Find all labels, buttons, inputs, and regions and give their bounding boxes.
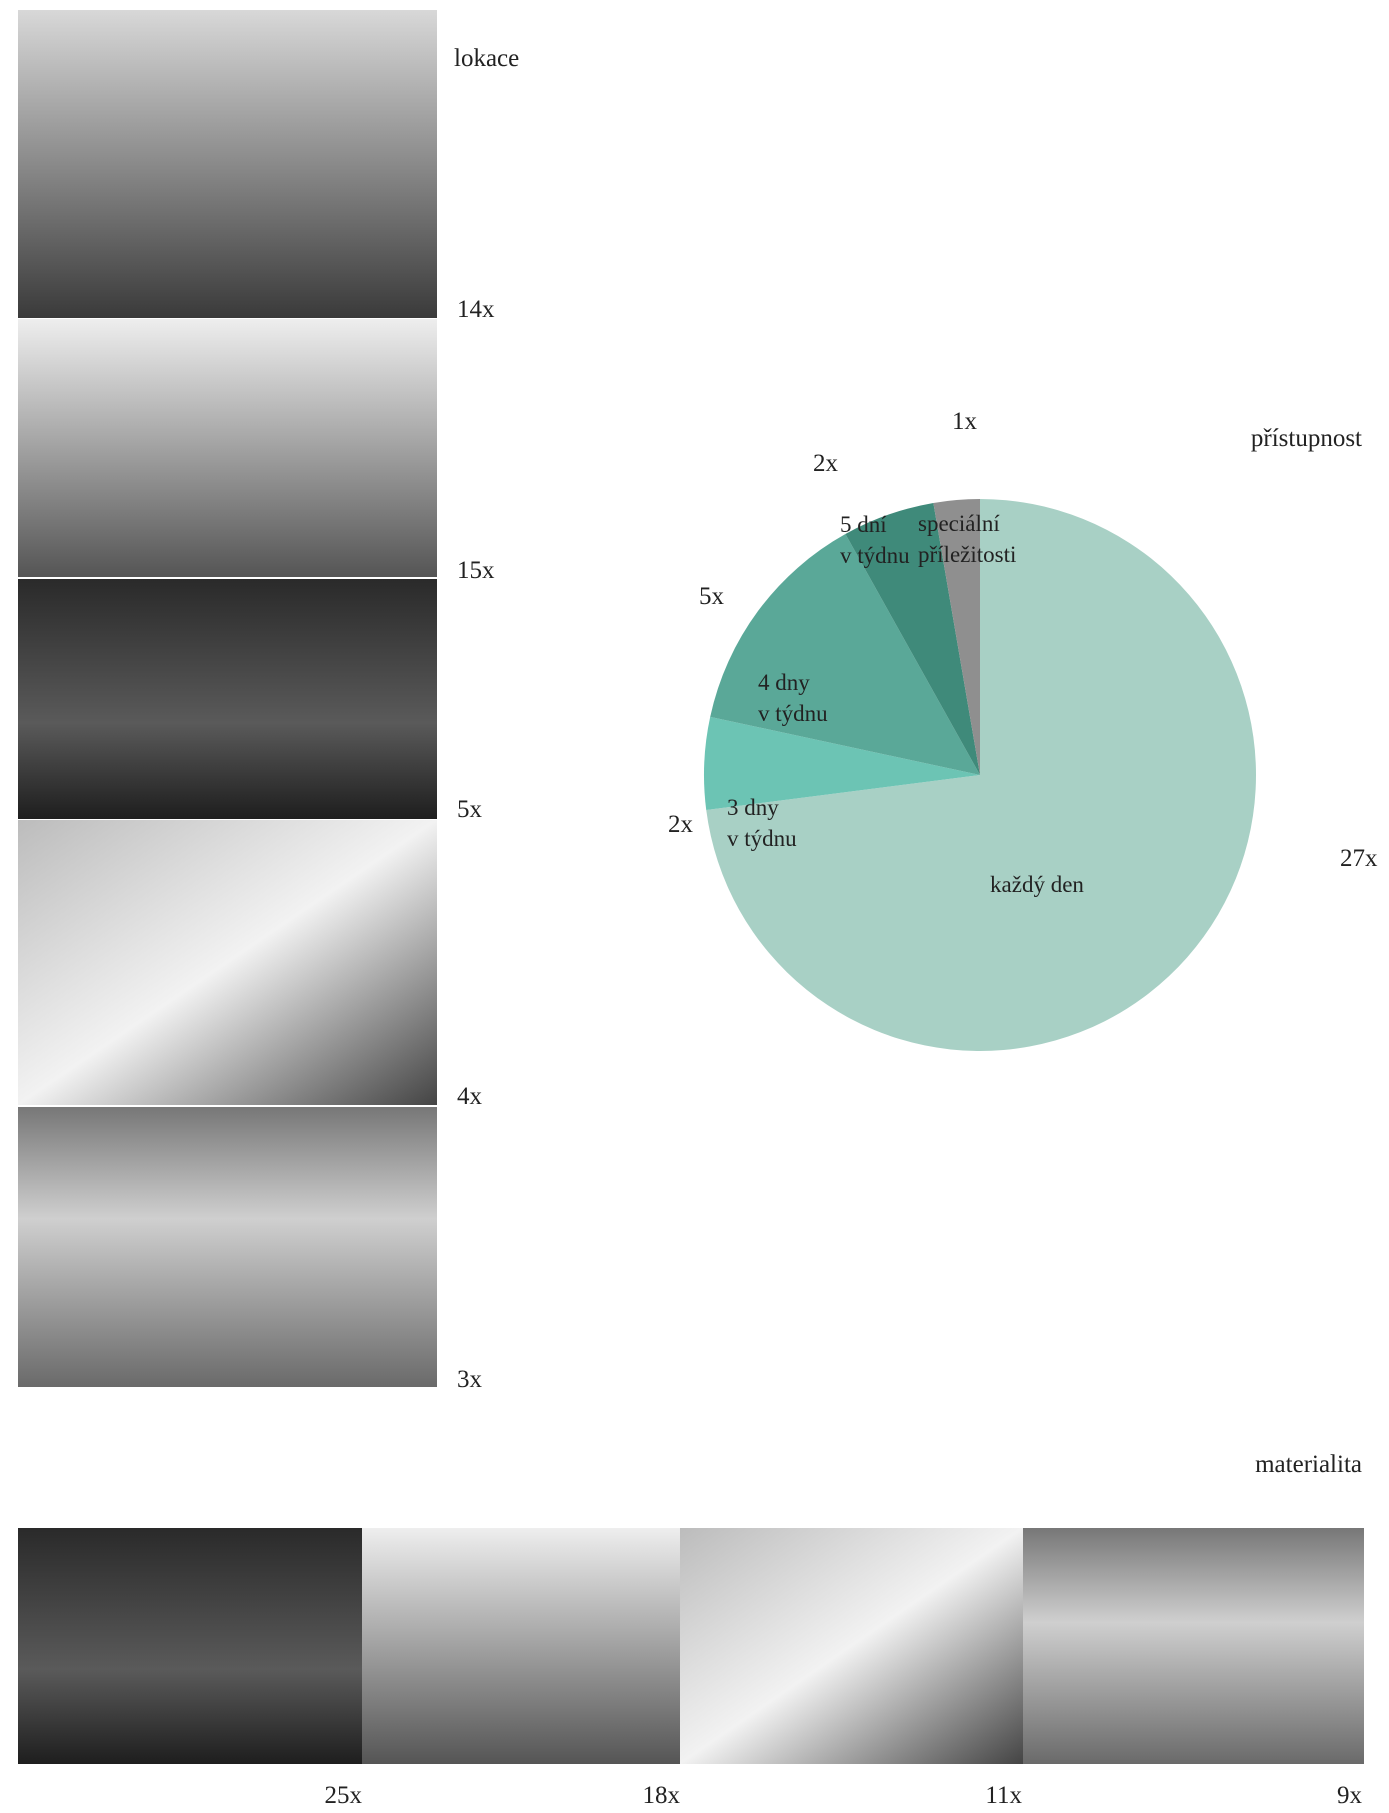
slice-label-line: speciální (918, 511, 1000, 536)
pie-chart: každý den 27x 3 dny v týdnu 2x 4 dny v týdnu 5x… (668, 408, 1378, 1051)
slice-label-line: v týdnu (840, 543, 910, 568)
photo (1023, 1528, 1364, 1764)
slice-label-line: příležitosti (918, 542, 1016, 567)
slice-label: 3 dny v týdnu (727, 795, 797, 851)
photo (18, 579, 437, 819)
photo (18, 319, 437, 577)
value-label: 5x (699, 583, 725, 610)
count-label: 18x (643, 1782, 681, 1808)
pie-slice (845, 502, 980, 775)
photo (18, 1107, 437, 1387)
photo (18, 10, 437, 318)
slice-label-line: v týdnu (727, 826, 797, 851)
count-label: 5x (457, 796, 483, 823)
count-label: 15x (457, 557, 495, 584)
section-title: materialita (1255, 1451, 1362, 1478)
pie-slice (704, 716, 980, 811)
value-label: 27x (1340, 845, 1378, 872)
slice-label-line: v týdnu (758, 701, 828, 726)
pie-slice (933, 499, 980, 775)
slice-label-line: 5 dní (840, 512, 887, 537)
value-label: 2x (813, 450, 839, 477)
slice-label: každý den (990, 872, 1084, 897)
value-label: 1x (952, 408, 978, 435)
photo (18, 820, 437, 1105)
slice-label-line: každý den (990, 872, 1084, 897)
slice-label-line: 3 dny (727, 795, 779, 820)
slice-label: speciální příležitosti (918, 511, 1016, 567)
slice-label-line: 4 dny (758, 670, 810, 695)
slice-label: 5 dní v týdnu (840, 512, 910, 568)
photo (680, 1528, 1023, 1764)
count-label: 9x (1337, 1782, 1363, 1808)
count-label: 25x (325, 1782, 363, 1808)
count-label: 14x (457, 296, 495, 323)
count-label: 11x (985, 1782, 1022, 1808)
materialita-photos (18, 1528, 1364, 1764)
value-label: 2x (668, 811, 694, 838)
photo (18, 1528, 362, 1764)
lokace-photos (18, 10, 437, 1387)
pie-slice (706, 499, 1257, 1051)
chart-title: přístupnost (1251, 425, 1362, 452)
section-title: lokace (454, 45, 519, 72)
slice-label: 4 dny v týdnu (758, 670, 828, 726)
count-label: 3x (457, 1366, 483, 1393)
count-label: 4x (457, 1083, 483, 1110)
photo (362, 1528, 680, 1764)
pie-slice (710, 534, 980, 775)
